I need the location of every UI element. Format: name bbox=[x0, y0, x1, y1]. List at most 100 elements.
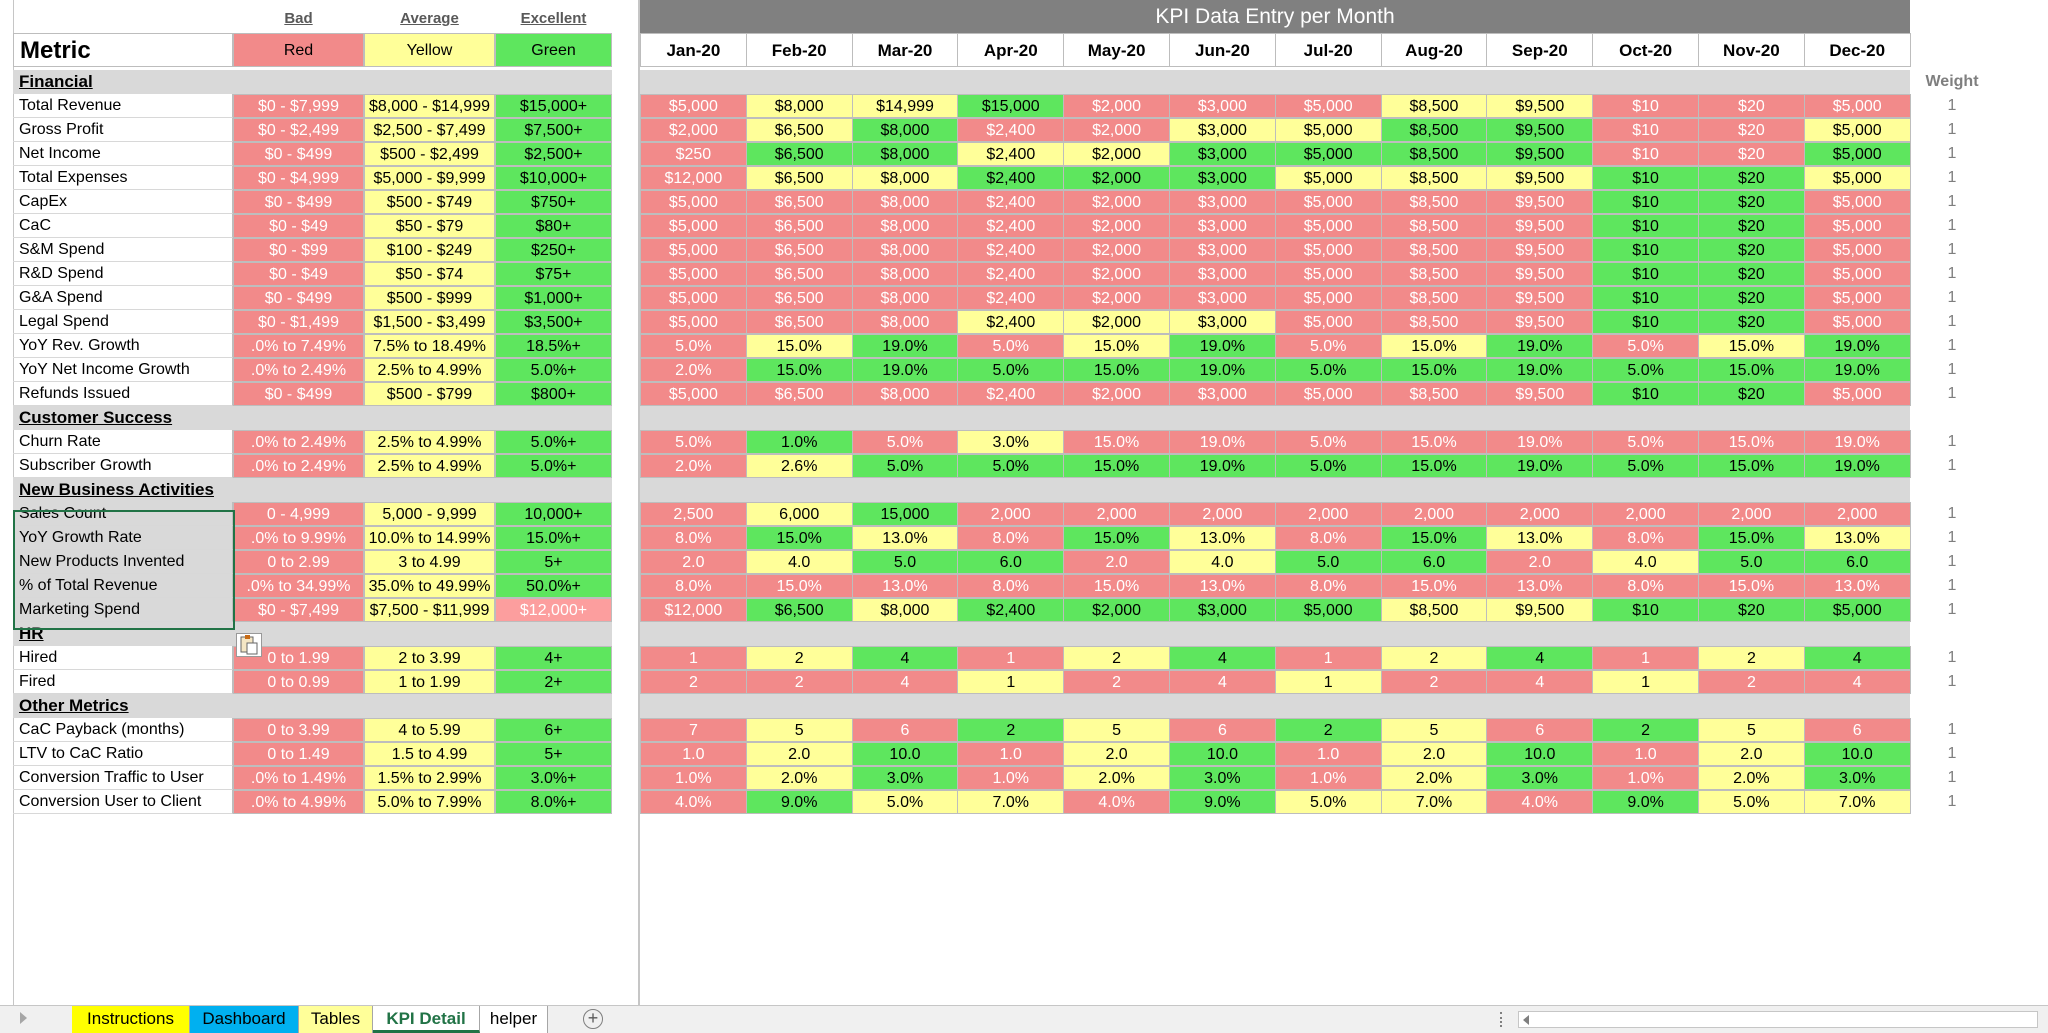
kpi-value-cell[interactable]: 13.0% bbox=[851, 526, 959, 550]
kpi-value-cell[interactable]: $9,500 bbox=[1486, 190, 1594, 214]
kpi-value-cell[interactable]: $5,000 bbox=[1803, 166, 1911, 190]
kpi-value-cell[interactable]: 1.0% bbox=[1592, 766, 1699, 790]
kpi-value-cell[interactable]: 19.0% bbox=[1486, 454, 1594, 478]
metric-name[interactable]: S&M Spend bbox=[13, 238, 233, 262]
kpi-value-cell[interactable]: 15.0% bbox=[1698, 358, 1805, 382]
kpi-value-cell[interactable]: $2,000 bbox=[1063, 166, 1170, 190]
kpi-value-cell[interactable]: $8,500 bbox=[1380, 382, 1488, 406]
kpi-value-cell[interactable]: $2,400 bbox=[957, 310, 1065, 334]
kpi-value-cell[interactable]: $3,000 bbox=[1169, 286, 1276, 310]
kpi-value-cell[interactable]: 6 bbox=[1486, 718, 1594, 742]
kpi-value-cell[interactable]: 6,000 bbox=[745, 502, 853, 526]
metric-name[interactable]: Net Income bbox=[13, 142, 233, 166]
kpi-value-cell[interactable]: 5.0% bbox=[1274, 430, 1382, 454]
kpi-value-cell[interactable]: 10.0 bbox=[851, 742, 959, 766]
kpi-value-cell[interactable]: $9,500 bbox=[1486, 310, 1594, 334]
kpi-value-cell[interactable]: $3,000 bbox=[1169, 190, 1276, 214]
kpi-value-cell[interactable]: 8.0% bbox=[1274, 526, 1382, 550]
kpi-value-cell[interactable]: $10 bbox=[1592, 238, 1699, 262]
metric-name[interactable]: Marketing Spend bbox=[13, 598, 233, 622]
kpi-value-cell[interactable]: 6 bbox=[1803, 718, 1911, 742]
kpi-value-cell[interactable]: $2,400 bbox=[957, 118, 1065, 142]
kpi-value-cell[interactable]: $2,000 bbox=[1063, 214, 1170, 238]
weight-value[interactable]: 1 bbox=[1947, 385, 1957, 402]
add-sheet-button[interactable]: + bbox=[583, 1009, 603, 1029]
kpi-value-cell[interactable]: 13.0% bbox=[1803, 574, 1911, 598]
threshold-excellent[interactable]: 5+ bbox=[495, 550, 612, 574]
threshold-excellent[interactable]: $1,000+ bbox=[495, 286, 612, 310]
threshold-excellent[interactable]: 4+ bbox=[495, 646, 612, 670]
kpi-value-cell[interactable]: 10.0 bbox=[1486, 742, 1594, 766]
kpi-value-cell[interactable]: $20 bbox=[1698, 142, 1805, 166]
kpi-value-cell[interactable]: 4.0 bbox=[745, 550, 853, 574]
kpi-value-cell[interactable]: $8,500 bbox=[1380, 166, 1488, 190]
kpi-value-cell[interactable]: 5.0% bbox=[1274, 790, 1382, 814]
threshold-bad[interactable]: $0 - $7,999 bbox=[233, 94, 364, 118]
threshold-bad[interactable]: .0% to 2.49% bbox=[233, 358, 364, 382]
kpi-value-cell[interactable]: $6,500 bbox=[745, 142, 853, 166]
kpi-value-cell[interactable]: $5,000 bbox=[1274, 166, 1382, 190]
threshold-excellent[interactable]: 8.0%+ bbox=[495, 790, 612, 814]
kpi-value-cell[interactable]: 5.0 bbox=[851, 550, 959, 574]
threshold-average[interactable]: $8,000 - $14,999 bbox=[364, 94, 495, 118]
kpi-value-cell[interactable]: $5,000 bbox=[1274, 190, 1382, 214]
kpi-value-cell[interactable]: 15.0% bbox=[1380, 574, 1488, 598]
kpi-value-cell[interactable]: 2,000 bbox=[1274, 502, 1382, 526]
kpi-value-cell[interactable]: $8,000 bbox=[851, 286, 959, 310]
paste-options-icon[interactable] bbox=[236, 633, 262, 657]
kpi-value-cell[interactable]: $6,500 bbox=[745, 214, 853, 238]
kpi-value-cell[interactable]: $9,500 bbox=[1486, 286, 1594, 310]
kpi-value-cell[interactable]: $3,000 bbox=[1169, 166, 1276, 190]
weight-value[interactable]: 1 bbox=[1947, 193, 1957, 210]
kpi-value-cell[interactable]: $2,000 bbox=[1063, 286, 1170, 310]
threshold-average[interactable]: 35.0% to 49.99% bbox=[364, 574, 495, 598]
kpi-value-cell[interactable]: $2,000 bbox=[1063, 142, 1170, 166]
weight-value[interactable]: 1 bbox=[1947, 457, 1957, 474]
kpi-value-cell[interactable]: 6 bbox=[1169, 718, 1276, 742]
threshold-excellent[interactable]: $12,000+ bbox=[495, 598, 612, 622]
kpi-value-cell[interactable]: $9,500 bbox=[1486, 382, 1594, 406]
kpi-value-cell[interactable]: 2,500 bbox=[640, 502, 747, 526]
threshold-excellent[interactable]: $2,500+ bbox=[495, 142, 612, 166]
kpi-value-cell[interactable]: $6,500 bbox=[745, 262, 853, 286]
kpi-value-cell[interactable]: 4.0% bbox=[640, 790, 747, 814]
threshold-excellent[interactable]: 5+ bbox=[495, 742, 612, 766]
threshold-bad[interactable]: $0 - $4,999 bbox=[233, 166, 364, 190]
kpi-value-cell[interactable]: 4.0 bbox=[1592, 550, 1699, 574]
kpi-value-cell[interactable]: 8.0% bbox=[957, 526, 1065, 550]
kpi-value-cell[interactable]: 5 bbox=[1063, 718, 1170, 742]
kpi-value-cell[interactable]: $8,000 bbox=[851, 310, 959, 334]
weight-value[interactable]: 1 bbox=[1947, 721, 1957, 738]
kpi-value-cell[interactable]: 2 bbox=[640, 670, 747, 694]
kpi-value-cell[interactable]: 15,000 bbox=[851, 502, 959, 526]
kpi-value-cell[interactable]: $2,000 bbox=[1063, 94, 1170, 118]
weight-value[interactable]: 1 bbox=[1947, 217, 1957, 234]
kpi-value-cell[interactable]: $2,400 bbox=[957, 262, 1065, 286]
kpi-value-cell[interactable]: $5,000 bbox=[1274, 94, 1382, 118]
kpi-value-cell[interactable]: 5.0% bbox=[1592, 454, 1699, 478]
kpi-value-cell[interactable]: 1 bbox=[1274, 670, 1382, 694]
kpi-value-cell[interactable]: 3.0% bbox=[1803, 766, 1911, 790]
kpi-value-cell[interactable]: 5.0% bbox=[957, 454, 1065, 478]
kpi-value-cell[interactable]: 13.0% bbox=[1803, 526, 1911, 550]
kpi-value-cell[interactable]: 13.0% bbox=[1169, 574, 1276, 598]
kpi-value-cell[interactable]: $8,000 bbox=[851, 238, 959, 262]
weight-value[interactable]: 1 bbox=[1947, 529, 1957, 546]
kpi-value-cell[interactable]: $3,000 bbox=[1169, 598, 1276, 622]
kpi-value-cell[interactable]: 4 bbox=[1486, 646, 1594, 670]
kpi-value-cell[interactable]: 6 bbox=[851, 718, 959, 742]
threshold-average[interactable]: 2.5% to 4.99% bbox=[364, 454, 495, 478]
kpi-value-cell[interactable]: 13.0% bbox=[1169, 526, 1276, 550]
kpi-value-cell[interactable]: 5 bbox=[1698, 718, 1805, 742]
threshold-bad[interactable]: $0 - $499 bbox=[233, 142, 364, 166]
threshold-bad[interactable]: 0 to 2.99 bbox=[233, 550, 364, 574]
kpi-value-cell[interactable]: 1.0% bbox=[1274, 766, 1382, 790]
metric-name[interactable]: Total Revenue bbox=[13, 94, 233, 118]
kpi-value-cell[interactable]: $5,000 bbox=[640, 190, 747, 214]
kpi-value-cell[interactable]: 2 bbox=[1380, 670, 1488, 694]
kpi-value-cell[interactable]: $14,999 bbox=[851, 94, 959, 118]
kpi-value-cell[interactable]: $8,500 bbox=[1380, 214, 1488, 238]
kpi-value-cell[interactable]: 5.0% bbox=[640, 430, 747, 454]
kpi-value-cell[interactable]: $2,000 bbox=[1063, 598, 1170, 622]
metric-name[interactable]: Conversion User to Client bbox=[13, 790, 233, 814]
